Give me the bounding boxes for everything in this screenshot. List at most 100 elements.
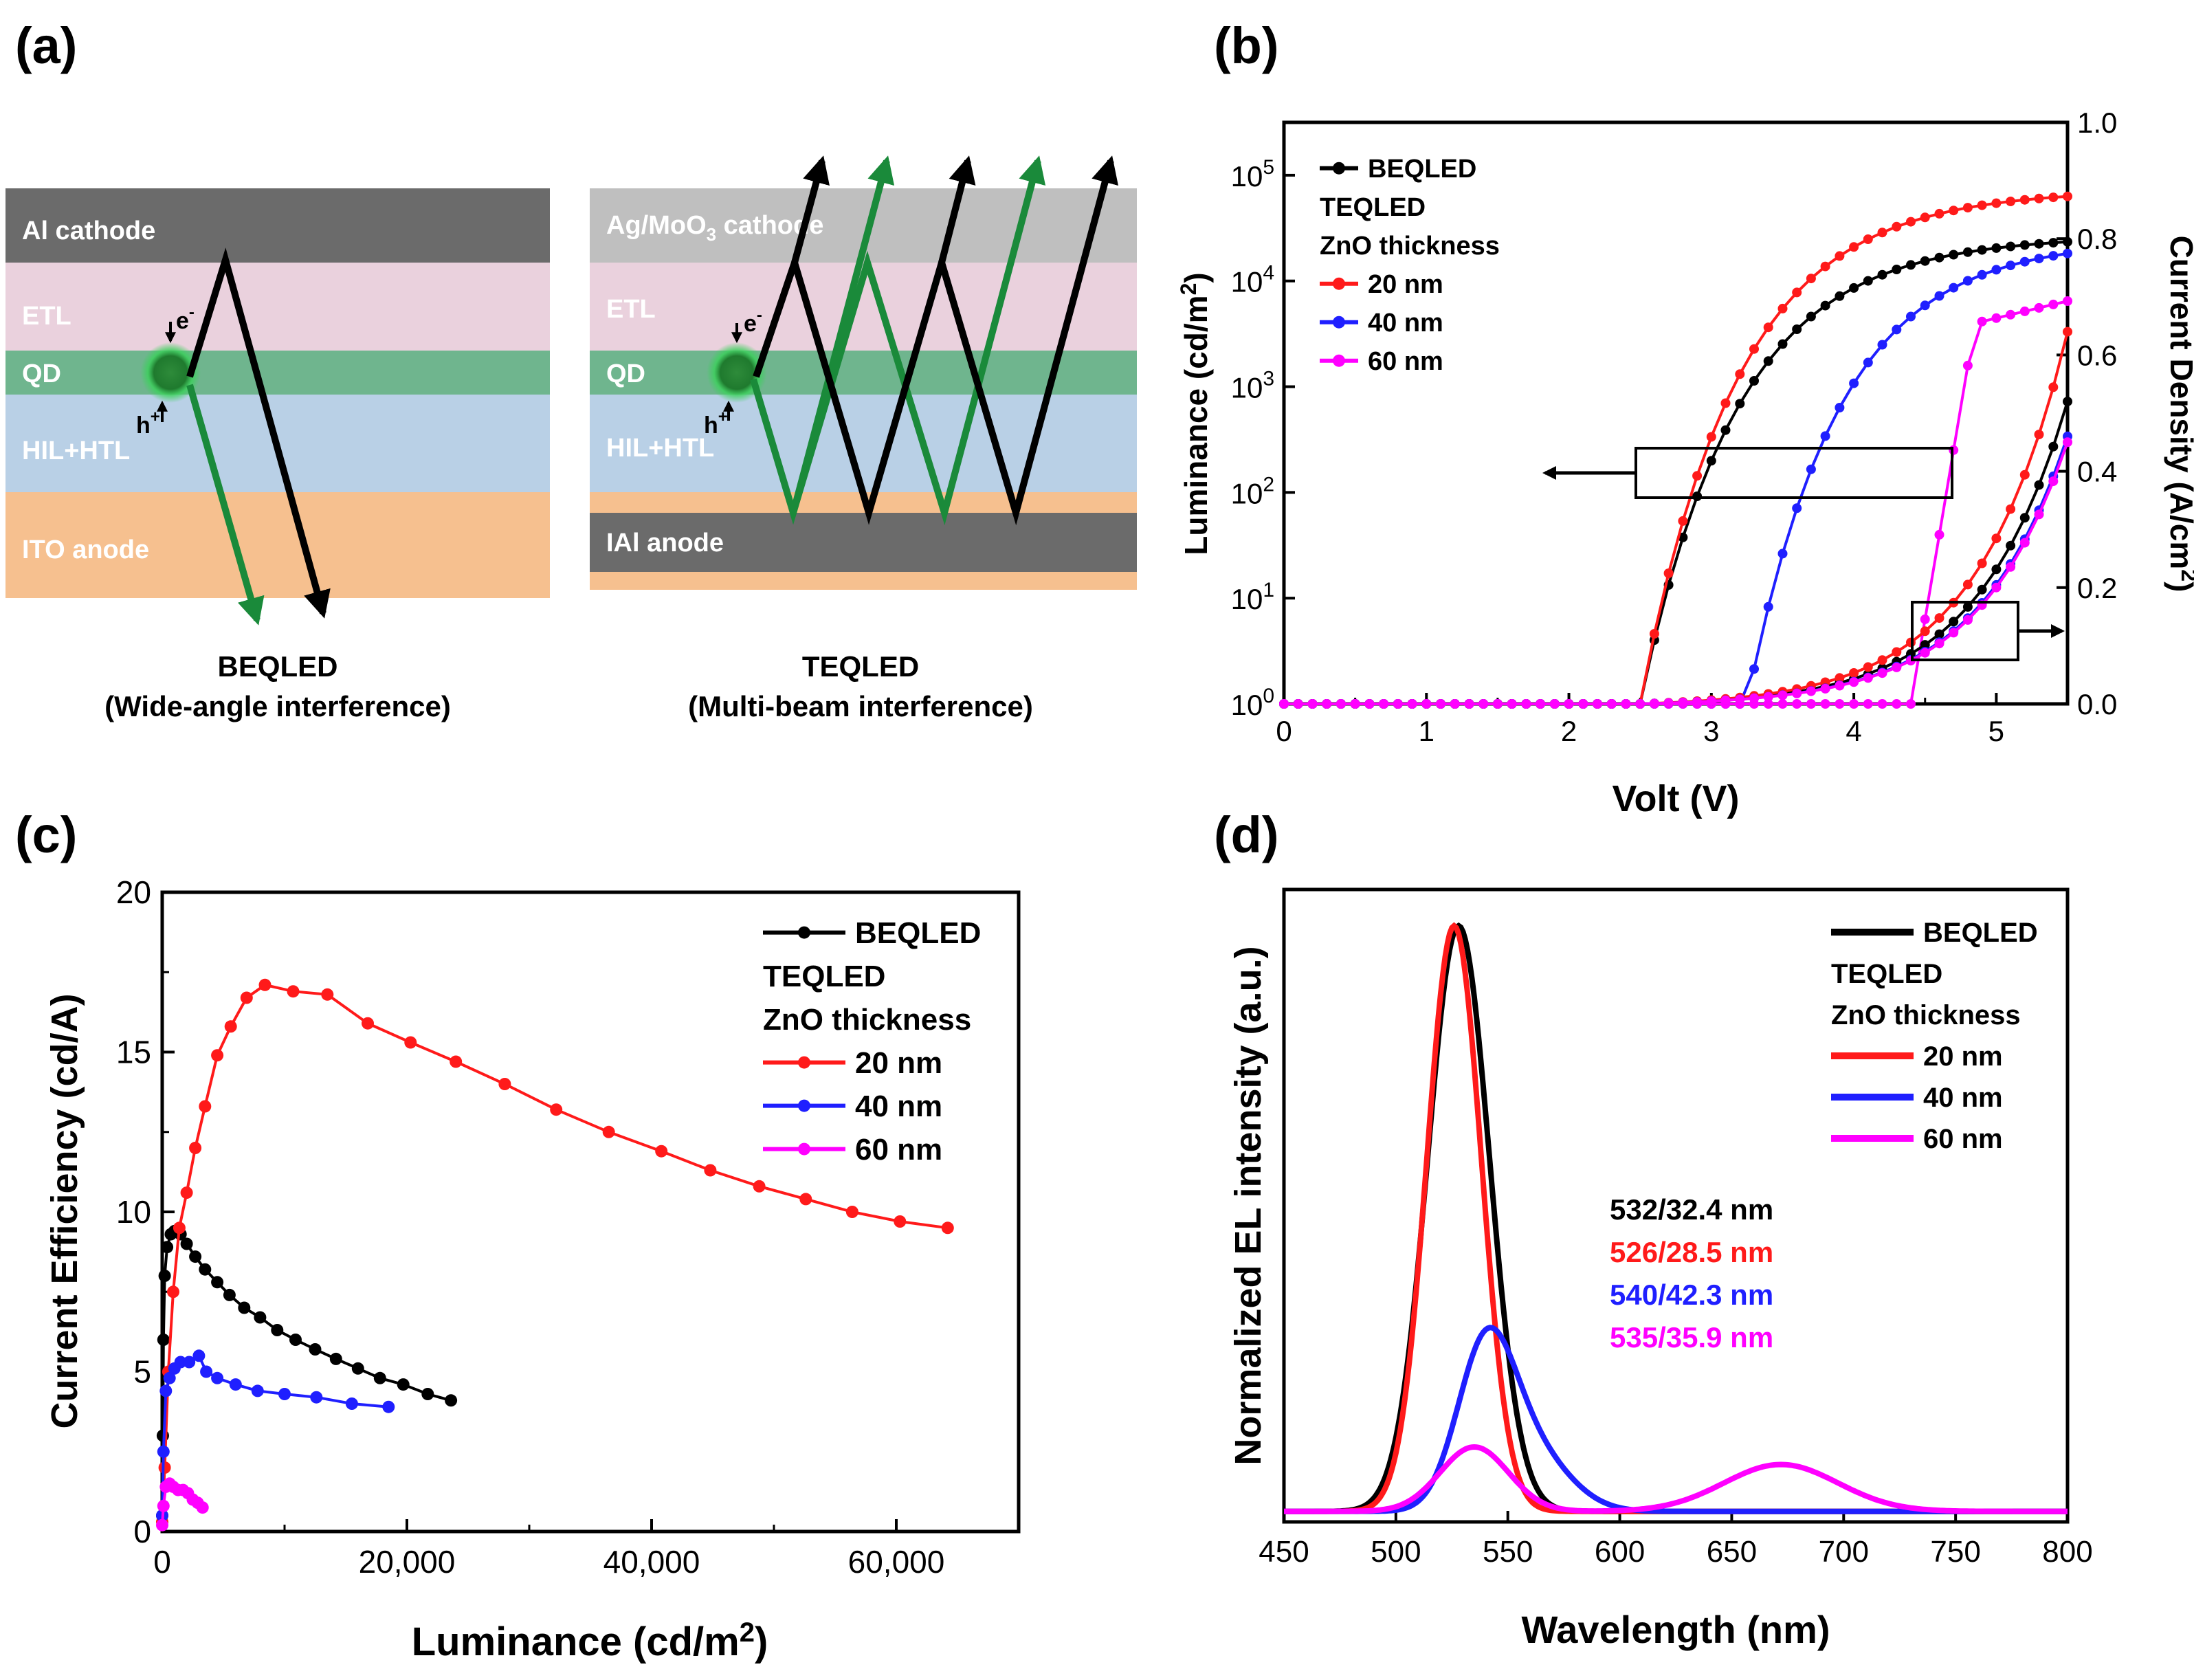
data-point-lum-beqled (1877, 269, 1887, 280)
data-point-jd-60nm (1706, 696, 1716, 707)
legend: BEQLED TEQLED ZnO thickness 20 nm 40 nm 60 nm (763, 916, 981, 1167)
data-point-lum-beqled (1706, 456, 1716, 466)
data-point-jd-60nm (1492, 699, 1503, 709)
series-line-jd-20nm (1284, 331, 2069, 705)
data-point-20nm (894, 1215, 907, 1228)
data-point-jd-60nm (1436, 699, 1445, 709)
data-point-lum-40nm (1835, 403, 1845, 412)
data-point-40nm (310, 1391, 323, 1404)
teqled-device-diagram: Ag/MoO3 cathode ETL QD HIL+HTL IAl anode… (590, 155, 1137, 722)
data-point-20nm (753, 1180, 766, 1193)
data-point-lum-40nm (1763, 601, 1773, 612)
data-point-jd-60nm (1606, 699, 1617, 709)
y-axis-label-right: Current Density (A/cm2) (2164, 236, 2194, 593)
data-point-jd-20nm (1892, 647, 1902, 657)
layer-ito-anode (5, 492, 550, 598)
data-point-jd-60nm (1962, 615, 1973, 625)
data-point-lum-60nm (1920, 614, 1930, 624)
data-point-jd-20nm (1835, 673, 1845, 683)
data-point-lum-60nm (1962, 360, 1973, 371)
data-point-beqled (158, 1270, 171, 1282)
data-point-lum-beqled (1820, 300, 1830, 311)
data-point-lum-beqled (1735, 399, 1745, 409)
data-point-jd-beqled (1934, 629, 1944, 639)
data-point-20nm (173, 1222, 186, 1235)
layer-etl (5, 263, 550, 351)
series-line-40nm (161, 1353, 389, 1516)
data-point-lum-20nm (1792, 287, 1802, 298)
left-axis-ticks: 100 101 102 103 104 105 (1231, 156, 1295, 721)
x-tick-label: 4 (1846, 715, 1861, 747)
data-point-lum-20nm (1920, 212, 1930, 223)
data-point-beqled (189, 1250, 202, 1263)
data-point-lum-beqled (2063, 236, 2072, 247)
legend-label-4: 40 nm (1923, 1083, 2003, 1113)
data-point-jd-60nm (1920, 648, 1930, 658)
data-point-20nm (258, 978, 272, 991)
data-point-beqled (445, 1394, 458, 1407)
data-point-lum-40nm (2063, 248, 2072, 258)
panel-label-b: (b) (1214, 17, 1279, 74)
data-point-lum-40nm (2019, 256, 2030, 267)
data-point-lum-40nm (1892, 324, 1902, 335)
data-point-20nm (799, 1193, 812, 1206)
y-left-tick-label: 104 (1231, 262, 1274, 298)
data-point-jd-60nm (1393, 699, 1403, 709)
data-point-beqled (254, 1311, 267, 1324)
legend-title-1: TEQLED (1831, 959, 1942, 989)
data-point-40nm (278, 1388, 291, 1400)
legend: BEQLED TEQLED ZnO thickness 20 nm 40 nm 60 nm (1831, 918, 2038, 1154)
x-tick-label: 450 (1259, 1535, 1309, 1569)
data-point-beqled (373, 1371, 386, 1384)
data-point-beqled (223, 1288, 236, 1301)
layer-al-cathode (5, 188, 550, 263)
data-point-lum-beqled (1949, 250, 1959, 260)
data-point-lum-20nm (2048, 192, 2059, 203)
y-right-tick-label: 0.4 (2077, 456, 2117, 488)
x-tick-label: 5 (1988, 715, 2004, 747)
electron-label: e- (744, 306, 762, 337)
data-point-lum-20nm (1835, 251, 1845, 261)
legend-title-1: TEQLED (1320, 193, 1426, 222)
data-point-lum-60nm (1863, 699, 1873, 709)
data-point-lum-60nm (1792, 699, 1802, 709)
data-point-lum-beqled (1991, 243, 2002, 253)
data-point-lum-40nm (1777, 549, 1788, 559)
legend-marker-3 (798, 1056, 810, 1069)
data-point-20nm (321, 988, 334, 1001)
data-point-lum-20nm (1863, 234, 1873, 244)
y-tick-label: 20 (116, 874, 151, 910)
data-point-jd-beqled (1962, 601, 1973, 612)
panel-label-a: (a) (15, 17, 77, 74)
data-point-lum-20nm (1663, 568, 1674, 578)
data-point-20nm (180, 1186, 193, 1200)
x-axis-label: Wavelength (nm) (1521, 1608, 1830, 1651)
data-point-lum-60nm (1806, 699, 1816, 709)
data-point-jd-20nm (1863, 662, 1873, 672)
data-point-beqled (180, 1237, 193, 1250)
data-point-lum-40nm (1863, 357, 1873, 368)
data-point-20nm (199, 1100, 212, 1113)
data-point-lum-20nm (1892, 221, 1902, 232)
data-point-lum-beqled (2019, 240, 2030, 250)
series-line-60nm (1284, 1444, 2068, 1514)
data-point-beqled (289, 1334, 302, 1346)
right-axis-ticks: 0.0 0.2 0.4 0.6 0.8 1.0 (2057, 107, 2117, 720)
quantum-dot-emitter (140, 342, 201, 403)
data-point-20nm (602, 1125, 615, 1138)
x-tick-label: 0 (153, 1544, 171, 1580)
data-point-jd-60nm (1536, 699, 1546, 709)
data-point-jd-beqled (2034, 480, 2044, 490)
data-point-lum-40nm (1792, 503, 1802, 513)
x-axis-ticks: 450 500 550 600 650 700 750 800 (1259, 1511, 2093, 1569)
chart-current-efficiency-vs-luminance: 0 5 10 15 20 0 20,000 40,000 60,000 Luminance (… (44, 874, 1021, 1664)
data-point-lum-60nm (2006, 309, 2016, 320)
layer-label-ito-anode: ITO anode (22, 535, 149, 564)
data-point-lum-beqled (1863, 276, 1873, 286)
data-point-jd-60nm (1649, 698, 1659, 709)
data-point-lum-40nm (1991, 265, 2002, 275)
legend-marker-5 (798, 1142, 810, 1156)
data-point-beqled (271, 1324, 284, 1336)
data-point-jd-20nm (2048, 382, 2059, 393)
